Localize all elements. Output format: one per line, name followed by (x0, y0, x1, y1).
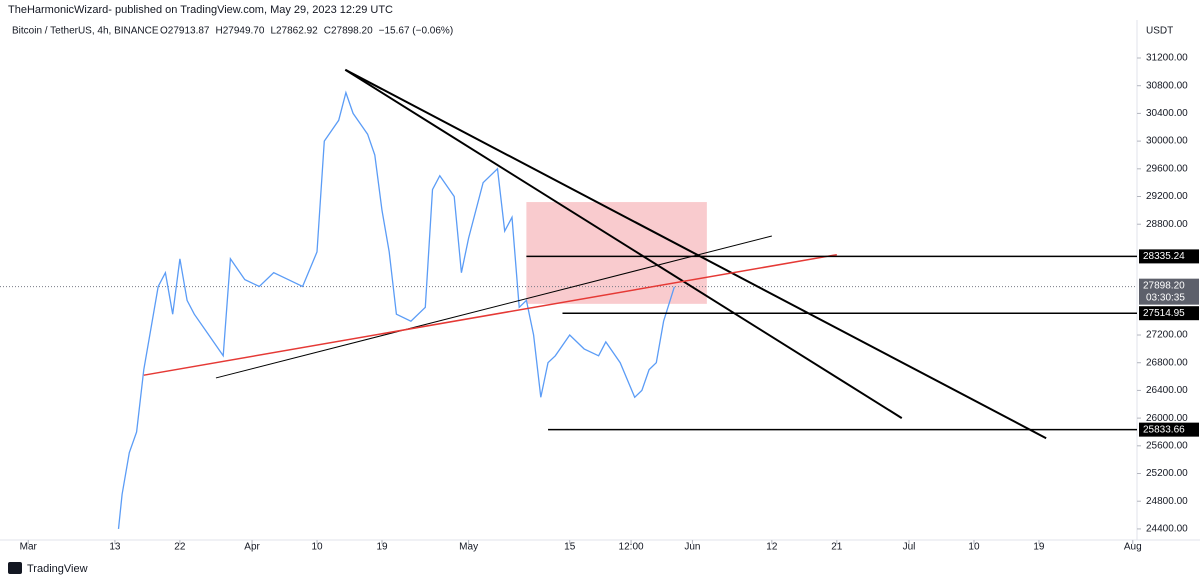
x-tick-label: 21 (831, 542, 843, 553)
x-tick-label: 15 (564, 542, 576, 553)
price-line (117, 90, 676, 529)
x-tick-label: Apr (244, 542, 260, 553)
x-tick-label: Jul (903, 542, 916, 553)
x-tick-label: 10 (968, 542, 980, 553)
x-tick-label: 12 (766, 542, 778, 553)
level-label-box (1139, 249, 1199, 264)
y-tick-label: 24400.00 (1146, 524, 1188, 535)
level-label-box (1139, 422, 1199, 437)
countdown: 03:30:35 (1146, 292, 1185, 303)
x-tick-label: 19 (1033, 542, 1045, 553)
trendline (143, 253, 837, 376)
y-axis-label: USDT (1146, 26, 1173, 37)
price-label: 27898.20 (1143, 280, 1185, 291)
y-tick-label: 27200.00 (1146, 330, 1188, 341)
logo (8, 562, 22, 574)
x-tick-label: 13 (109, 542, 121, 553)
y-tick-label: 30000.00 (1146, 136, 1188, 147)
symbol: Bitcoin / TetherUS, 4h, BINANCE (12, 26, 159, 37)
x-tick-label: May (459, 542, 478, 553)
y-tick-label: 26000.00 (1146, 413, 1188, 424)
y-tick-label: 31200.00 (1146, 53, 1188, 64)
ohlc-value: −15.67 (−0.06%) (379, 26, 454, 37)
x-tick-label: 22 (174, 542, 186, 553)
y-tick-label: 26400.00 (1146, 385, 1188, 396)
level-label: 27514.95 (1143, 308, 1185, 319)
x-tick-label: Mar (20, 542, 38, 553)
y-tick-label: 30800.00 (1146, 80, 1188, 91)
trendline (215, 235, 772, 379)
ohlc-value: C27898.20 (324, 26, 373, 37)
x-tick-label: 10 (311, 542, 323, 553)
y-tick-label: 28800.00 (1146, 219, 1188, 230)
footer: TradingView (27, 563, 88, 575)
y-tick-label: 29200.00 (1146, 191, 1188, 202)
y-tick-label: 29600.00 (1146, 163, 1188, 174)
level-label: 25833.66 (1143, 424, 1185, 435)
level-label-box (1139, 306, 1199, 321)
trendline (344, 68, 903, 419)
y-tick-label: 30400.00 (1146, 108, 1188, 119)
header: TheHarmonicWizard- published on TradingV… (8, 4, 393, 16)
y-tick-label: 25600.00 (1146, 440, 1188, 451)
trendline (344, 68, 1047, 440)
y-tick-label: 25200.00 (1146, 468, 1188, 479)
y-tick-label: 26800.00 (1146, 357, 1188, 368)
level-label: 28335.24 (1143, 251, 1185, 262)
ohlc-value: H27949.70 (216, 26, 265, 37)
zone (526, 202, 707, 304)
x-tick-label: Jun (684, 542, 700, 553)
x-tick-label: Aug (1124, 542, 1142, 553)
x-tick-label: 19 (376, 542, 388, 553)
price-label-box (1139, 278, 1199, 305)
y-tick-label: 24800.00 (1146, 496, 1188, 507)
ohlc-value: L27862.92 (270, 26, 318, 37)
x-tick-label: 12:00 (619, 542, 644, 553)
ohlc-value: O27913.87 (160, 26, 210, 37)
